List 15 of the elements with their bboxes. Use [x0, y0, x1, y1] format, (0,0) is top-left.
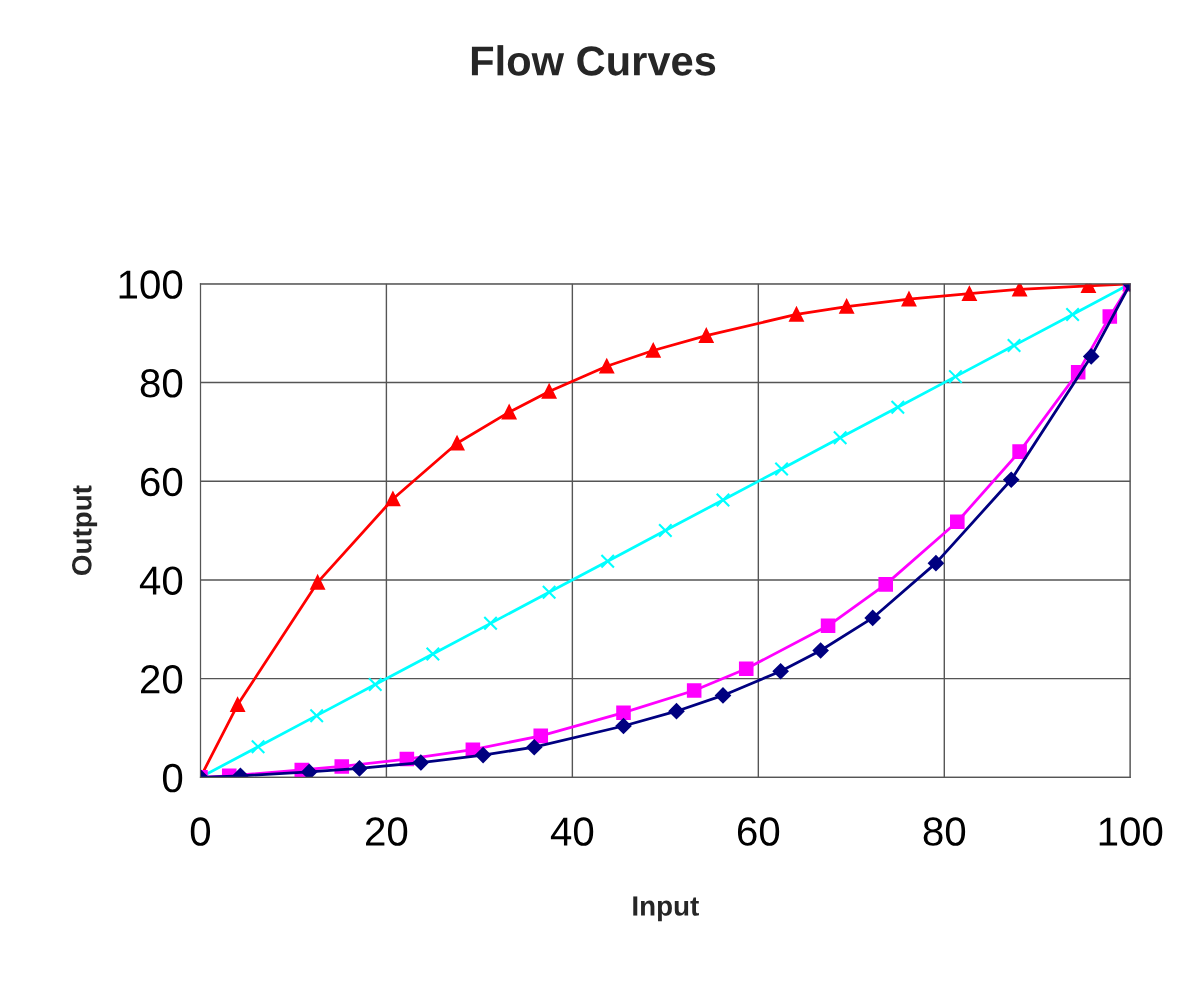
y-tick-label: 40 [139, 566, 183, 595]
x-tick-label: 100 [1099, 817, 1163, 846]
y-tick-label: 60 [141, 467, 183, 497]
x-tick-label: 60 [737, 817, 780, 846]
y-axis-title: Output [71, 485, 98, 575]
y-tick-label: 0 [162, 763, 183, 793]
y-tick-label: 80 [140, 369, 183, 398]
chart-title: Flow Curves [471, 45, 716, 76]
y-tick-label: 20 [141, 665, 183, 694]
x-tick-label: 80 [923, 817, 966, 846]
x-tick-label: 0 [190, 817, 211, 846]
x-tick-label: 20 [366, 817, 408, 846]
x-tick-label: 40 [550, 817, 594, 846]
y-tick-label: 100 [119, 270, 183, 299]
x-axis-title: Input [633, 896, 699, 922]
